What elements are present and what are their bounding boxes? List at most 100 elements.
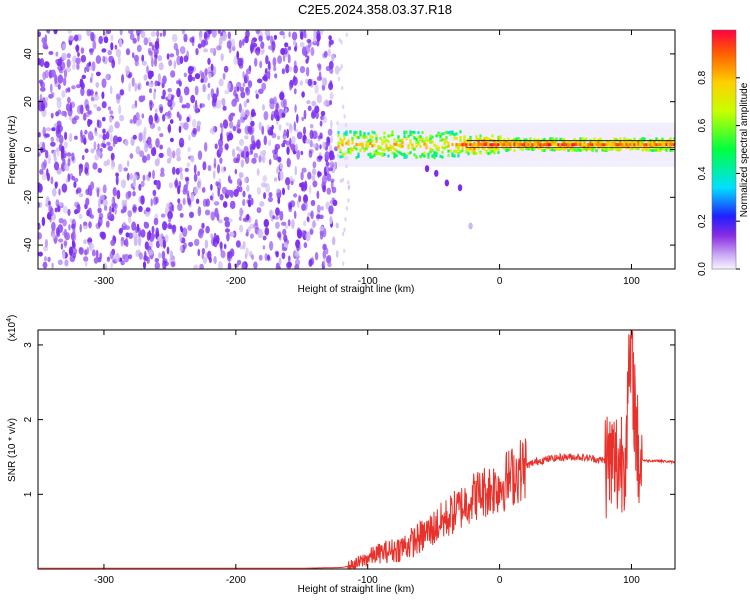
signal-cell — [535, 145, 538, 149]
signal-cell — [443, 131, 446, 135]
noise-speck — [247, 199, 252, 208]
noise-speck — [141, 60, 147, 66]
noise-speck — [333, 146, 339, 152]
signal-cell — [425, 143, 428, 147]
noise-speck — [62, 43, 67, 50]
noise-speck — [236, 128, 242, 134]
noise-speck — [69, 255, 76, 263]
signal-ridge — [521, 143, 524, 147]
noise-speck — [260, 41, 265, 49]
noise-speck — [67, 208, 71, 216]
noise-speck — [311, 100, 317, 107]
noise-speck — [283, 98, 287, 109]
colorbar-label: Normalized spectral amplitude — [739, 82, 750, 217]
noise-speck — [301, 167, 307, 173]
signal-cell — [495, 145, 498, 149]
signal-cell — [569, 146, 572, 150]
noise-speck — [72, 63, 76, 70]
noise-speck — [258, 254, 263, 261]
signal-cell — [355, 147, 358, 151]
noise-speck — [161, 250, 166, 260]
signal-cell — [513, 149, 516, 153]
noise-speck — [241, 261, 246, 269]
signal-cell — [387, 154, 390, 158]
noise-speck — [278, 124, 282, 131]
signal-cell — [443, 146, 446, 150]
signal-cell — [643, 147, 646, 151]
noise-speck — [263, 111, 269, 121]
signal-cell — [341, 154, 344, 158]
noise-speck — [238, 39, 243, 49]
signal-cell — [381, 147, 384, 151]
noise-speck — [135, 226, 139, 234]
noise-speck — [229, 121, 234, 129]
noise-speck — [128, 232, 134, 239]
signal-ridge — [511, 143, 514, 147]
noise-speck — [292, 39, 297, 46]
noise-speck — [204, 239, 209, 249]
noise-speck — [84, 260, 88, 267]
signal-cell — [665, 140, 668, 144]
signal-ridge — [493, 143, 496, 147]
noise-speck — [44, 61, 50, 69]
signal-ridge — [495, 143, 498, 147]
noise-speck — [197, 150, 203, 160]
signal-ridge — [661, 143, 664, 147]
signal-cell — [409, 130, 412, 134]
noise-speck — [96, 106, 102, 112]
signal-cell — [437, 133, 440, 137]
noise-speck — [120, 179, 127, 189]
signal-ridge — [525, 143, 528, 147]
noise-speck — [275, 207, 280, 216]
noise-speck — [220, 98, 226, 105]
noise-speck — [223, 166, 227, 172]
noise-speck — [142, 261, 147, 269]
noise-speck — [235, 146, 240, 151]
signal-cell — [581, 148, 584, 152]
noise-speck — [132, 204, 137, 214]
noise-speck — [330, 135, 334, 144]
noise-speck — [296, 244, 300, 252]
noise-speck — [51, 127, 56, 132]
noise-speck — [222, 72, 226, 80]
noise-speck — [148, 50, 153, 56]
noise-speck — [211, 30, 217, 38]
noise-speck — [323, 257, 326, 266]
noise-speck — [314, 84, 319, 95]
noise-speck — [110, 239, 116, 247]
noise-speck — [45, 96, 49, 102]
noise-speck — [224, 220, 230, 228]
signal-cell — [345, 132, 348, 136]
signal-cell — [591, 149, 594, 153]
signal-cell — [375, 137, 378, 141]
noise-speck — [138, 205, 143, 213]
noise-speck — [287, 46, 292, 51]
signal-cell — [671, 141, 674, 145]
noise-speck — [128, 254, 133, 260]
signal-cell — [507, 137, 510, 141]
signal-cell — [431, 148, 434, 152]
noise-speck — [166, 246, 170, 255]
signal-ridge — [645, 143, 648, 147]
noise-speck — [39, 58, 45, 67]
signal-cell — [509, 145, 512, 149]
signal-cell — [337, 141, 340, 145]
noise-speck — [236, 81, 242, 89]
signal-cell — [499, 135, 502, 139]
signal-cell — [341, 152, 344, 156]
signal-ridge — [485, 143, 488, 147]
signal-cell — [347, 148, 350, 151]
signal-cell — [551, 140, 554, 144]
noise-speck — [140, 195, 145, 205]
noise-speck — [45, 149, 49, 159]
noise-speck — [98, 198, 101, 209]
noise-speck — [111, 207, 115, 213]
noise-speck — [256, 168, 260, 176]
signal-cell — [641, 148, 644, 152]
noise-speck — [322, 185, 326, 193]
signal-cell — [437, 148, 440, 152]
noise-speck — [242, 241, 246, 250]
noise-speck — [149, 88, 152, 94]
noise-speck — [202, 75, 208, 83]
noise-speck — [44, 256, 48, 262]
